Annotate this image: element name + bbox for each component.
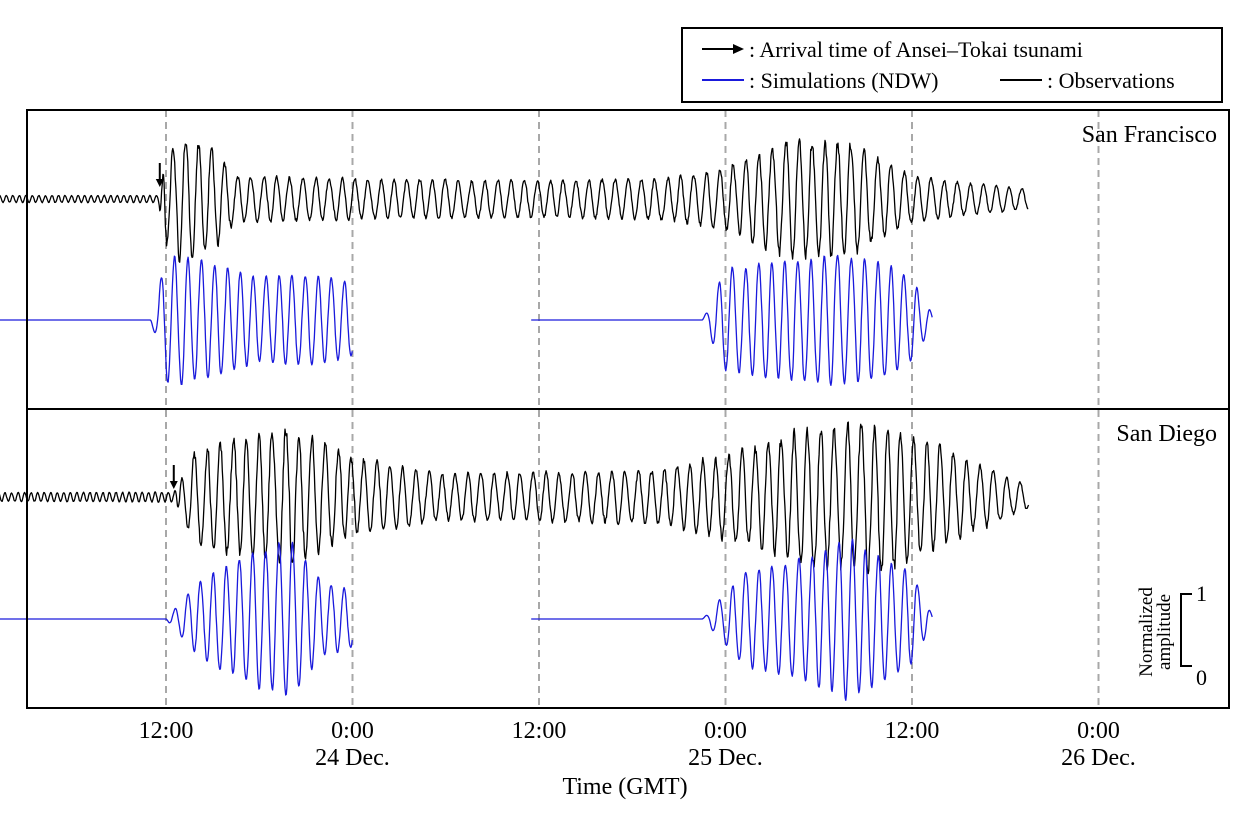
observation-line-1-0 [0,421,1030,575]
amplitude-scale-bar: Normalized amplitude 1 0 [1136,581,1207,690]
scale-bar-title-line2: amplitude [1154,594,1175,670]
x-tick-label-5: 0:00 [1077,718,1120,744]
legend: : Arrival time of Ansei–Tokai tsunami : … [681,27,1223,103]
x-tick-date-5: 26 Dec. [1061,745,1136,771]
station-label-san-diego: San Diego [1116,421,1217,447]
x-tick-label-1: 0:00 [331,718,374,744]
simulation-line-0-2 [531,254,933,387]
x-tick-label-4: 12:00 [885,718,940,744]
waveform-series [0,138,1030,701]
x-tick-label-0: 12:00 [139,718,194,744]
x-axis-label: Time (GMT) [562,774,687,800]
x-tick-label-3: 0:00 [704,718,747,744]
simulation-line-0-1 [0,255,353,386]
legend-observation-label: : Observations [1047,68,1175,93]
legend-arrow-label: : Arrival time of Ansei–Tokai tsunami [749,37,1083,62]
legend-box [681,27,1223,103]
station-label-san-francisco: San Francisco [1082,122,1217,148]
arrival-arrows [155,163,178,489]
x-tick-date-3: 25 Dec. [688,745,763,771]
scale-bar-title-line1: Normalized [1136,587,1157,677]
arrival-arrow-icon-1 [169,481,178,489]
arrival-arrow-icon-0 [155,179,164,187]
x-tick-label-2: 12:00 [512,718,567,744]
vertical-gridlines [165,110,1100,708]
observation-line-0-0 [0,138,1029,263]
scale-bar-bottom-label: 0 [1196,665,1207,690]
scale-bar-bracket [1180,593,1192,667]
simulation-line-1-1 [0,541,353,696]
x-tick-date-1: 24 Dec. [315,745,390,771]
legend-arrow-icon [733,44,744,54]
legend-simulation-label: : Simulations (NDW) [749,68,938,93]
simulation-line-1-2 [531,538,933,701]
scale-bar-top-label: 1 [1196,581,1207,606]
